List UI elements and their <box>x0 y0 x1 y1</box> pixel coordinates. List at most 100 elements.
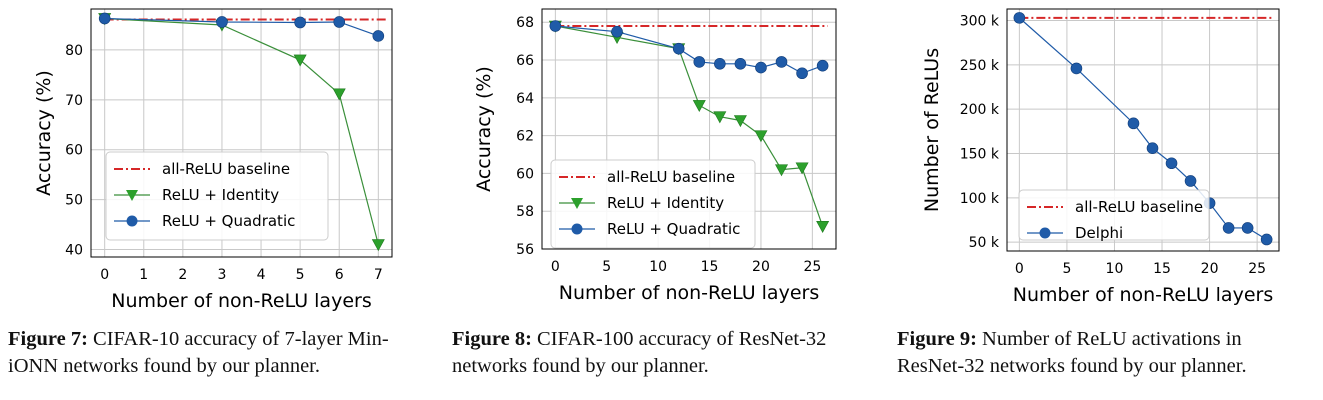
caption-label: Figure 9: <box>897 328 977 350</box>
y-tick-label: 58 <box>516 204 534 220</box>
legend-circle-marker <box>1039 227 1051 239</box>
data-point-identity <box>692 100 706 113</box>
y-axis-label: Accuracy (%) <box>33 70 55 196</box>
data-point-quadratic <box>755 61 767 74</box>
legend: all-ReLU baseline ReLU + Identity ReLU + Q… <box>105 151 329 241</box>
caption-figure-7: Figure 7: CIFAR-10 accuracy of 7-layer M… <box>8 326 438 380</box>
x-tick-label: 15 <box>701 259 719 275</box>
data-point-quadratic <box>333 16 346 28</box>
caption-text-line2: ResNet-32 networks found by our planner. <box>897 355 1247 377</box>
x-tick-label: 4 <box>257 267 266 283</box>
data-point-quadratic <box>672 42 685 55</box>
plot-frame <box>90 8 393 258</box>
data-point-delphi <box>1070 62 1083 75</box>
y-tick-label: 56 <box>516 242 534 258</box>
caption-text-line2: networks found by our planner. <box>452 355 709 377</box>
data-point-quadratic <box>734 58 747 70</box>
legend-label: ReLU + Identity <box>162 186 279 204</box>
data-point-delphi <box>1184 175 1197 187</box>
x-tick-label: 25 <box>803 259 821 275</box>
legend: all-ReLU baseline Delphi <box>1018 189 1210 242</box>
x-tick-label: 3 <box>217 267 226 283</box>
legend-triangle-marker <box>126 190 138 201</box>
legend-circle-marker <box>571 223 583 235</box>
y-tick-label: 70 <box>65 93 83 109</box>
data-point-identity <box>795 162 809 175</box>
legend-triangle-marker <box>571 198 583 209</box>
x-axis-label: Number of non-ReLU layers <box>111 290 371 312</box>
x-tick-label: 5 <box>296 267 305 283</box>
caption-label: Figure 7: <box>8 328 88 350</box>
legend-label: all-ReLU baseline <box>607 168 735 186</box>
data-point-identity <box>332 88 346 101</box>
data-point-quadratic <box>216 16 228 28</box>
caption-figure-9: Figure 9: Number of ReLU activations in … <box>897 326 1323 380</box>
x-tick-label: 10 <box>649 259 667 275</box>
chart-relu-count: 0 5 10 15 20 25 50 k 100 k 150 k 200 k 250 k 300 k N… <box>921 8 1280 306</box>
legend-label: ReLU + Quadratic <box>162 212 295 230</box>
legend-circle-marker <box>126 215 138 227</box>
y-tick-label: 150 k <box>960 146 1000 162</box>
chart-panel-2: 0 5 10 15 20 25 56 58 60 62 64 66 68 Number of non-Re… <box>440 0 880 400</box>
y-tick-label: 50 <box>65 193 83 209</box>
x-tick-label: 7 <box>374 267 383 283</box>
legend-box <box>1018 189 1210 241</box>
data-point-quadratic <box>549 20 562 32</box>
y-tick-label: 50 k <box>969 235 1000 251</box>
y-tick-label: 66 <box>516 53 534 69</box>
x-tick-label: 2 <box>178 267 187 283</box>
y-tick-label: 64 <box>516 91 534 107</box>
chart-cifar10: 0 1 2 3 4 5 6 7 40 50 60 70 80 Number of non-ReLU lay… <box>33 8 393 312</box>
data-point-quadratic <box>98 12 111 25</box>
caption-text-line1: CIFAR-100 accuracy of ResNet-32 <box>537 328 827 350</box>
y-tick-label: 100 k <box>960 191 1000 207</box>
legend-label: all-ReLU baseline <box>162 160 290 178</box>
x-tick-label: 0 <box>1015 261 1024 277</box>
data-point-delphi <box>1165 157 1178 170</box>
legend-box <box>550 159 756 249</box>
x-axis-label: Number of non-ReLU layers <box>1013 284 1273 306</box>
data-point-delphi <box>1260 233 1273 246</box>
data-point-quadratic <box>693 56 706 68</box>
y-axis-label: Accuracy (%) <box>473 66 495 192</box>
x-tick-label: 0 <box>551 259 560 275</box>
legend: all-ReLU baseline ReLU + Identity ReLU + Q… <box>550 159 756 249</box>
y-tick-label: 40 <box>65 243 83 259</box>
y-tick-label: 60 <box>65 143 83 159</box>
y-tick-label: 62 <box>516 129 534 145</box>
y-tick-label: 80 <box>65 43 83 59</box>
x-tick-label: 5 <box>602 259 611 275</box>
legend-label: ReLU + Identity <box>607 194 724 212</box>
x-tick-label: 1 <box>139 267 148 283</box>
plot-frame <box>1006 8 1280 252</box>
legend-label: ReLU + Quadratic <box>607 220 740 238</box>
data-point-identity <box>754 130 768 143</box>
chart-cifar100: 0 5 10 15 20 25 56 58 60 62 64 66 68 Number of non-Re… <box>473 8 837 304</box>
data-point-delphi <box>1127 117 1140 130</box>
series-line-quadratic <box>555 25 823 74</box>
caption-label: Figure 8: <box>452 328 532 350</box>
legend-label: all-ReLU baseline <box>1075 198 1203 216</box>
data-point-identity <box>713 111 727 124</box>
data-point-identity <box>775 164 789 177</box>
data-point-delphi <box>1222 222 1235 234</box>
chart-panel-3: 0 5 10 15 20 25 50 k 100 k 150 k 200 k 250 k 300 k N… <box>880 0 1323 400</box>
series-line-identity <box>555 25 824 227</box>
data-point-quadratic <box>816 59 829 72</box>
x-tick-label: 6 <box>335 267 344 283</box>
x-tick-label: 10 <box>1106 261 1124 277</box>
legend-box <box>105 151 329 241</box>
series-line-delphi <box>1018 17 1267 240</box>
data-point-identity <box>733 115 747 128</box>
data-point-delphi <box>1146 142 1159 154</box>
data-point-identity <box>816 221 830 233</box>
x-tick-label: 25 <box>1248 261 1266 277</box>
grid <box>91 9 392 257</box>
data-point-identity <box>293 54 307 67</box>
x-tick-label: 0 <box>100 267 109 283</box>
chart-panel-1: 0 1 2 3 4 5 6 7 40 50 60 70 80 Number of non-ReLU lay… <box>0 0 440 400</box>
data-point-quadratic <box>611 25 623 38</box>
y-axis-label: Number of ReLUs <box>921 48 943 212</box>
caption-text-line1: Number of ReLU activations in <box>982 328 1242 350</box>
caption-figure-8: Figure 8: CIFAR-100 accuracy of ResNet-3… <box>452 326 880 380</box>
